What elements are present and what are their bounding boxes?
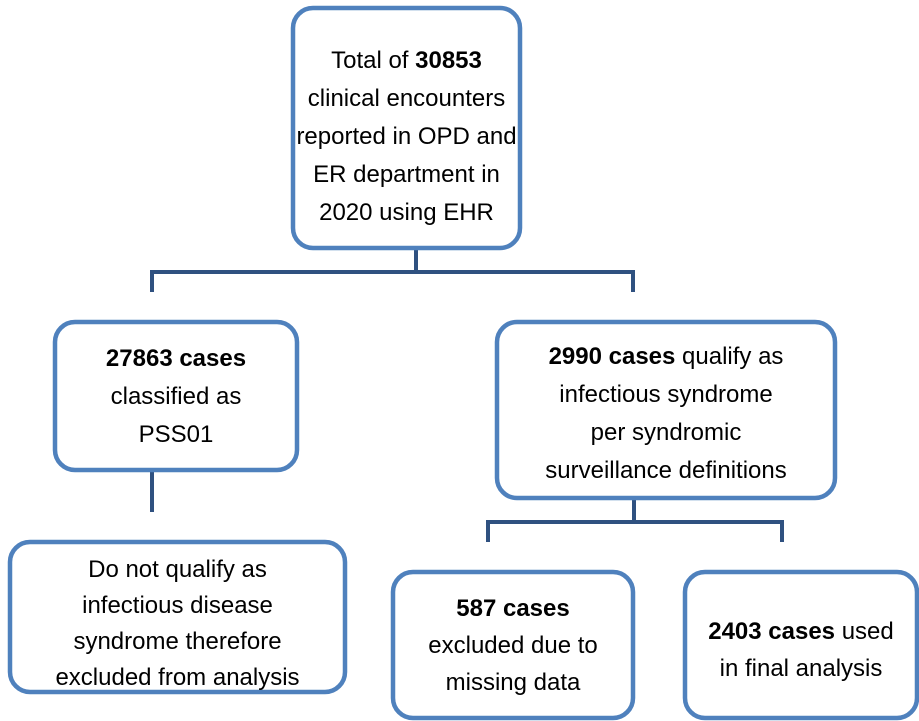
node-text: ER department in <box>313 161 500 188</box>
text-run: 27863 cases <box>106 345 246 372</box>
node-text: infectious syndrome <box>559 381 772 408</box>
text-run: missing data <box>446 669 581 696</box>
node-text: in final analysis <box>720 655 883 682</box>
node-text: per syndromic <box>591 419 742 446</box>
node-box <box>7 539 348 695</box>
node-text: 587 cases <box>456 595 569 622</box>
text-run: qualify as <box>675 343 783 370</box>
node-text: clinical encounters <box>308 85 505 112</box>
node-text: Do not qualify as <box>88 556 267 583</box>
text-run: surveillance definitions <box>545 457 786 484</box>
node-text: reported in OPD and <box>296 123 516 150</box>
text-run: clinical encounters <box>308 85 505 112</box>
node-text: Total of 30853 <box>331 47 482 74</box>
text-run: Do not qualify as <box>88 556 267 583</box>
node: 587 cases excluded due to missing data <box>390 569 636 721</box>
text-run: per syndromic <box>591 419 742 446</box>
text-run: excluded due to <box>428 632 597 659</box>
node-text: 27863 cases <box>106 345 246 372</box>
node-text: classified as <box>111 383 242 410</box>
text-run: reported in OPD and <box>296 123 516 150</box>
text-run: 2990 cases <box>549 343 676 370</box>
text-run: classified as <box>111 383 242 410</box>
text-run: PSS01 <box>139 421 214 448</box>
text-run: syndrome therefore <box>73 628 281 655</box>
text-run: 2403 cases <box>708 618 835 645</box>
node-box <box>682 569 919 721</box>
connectors <box>150 248 784 542</box>
node: Total of 30853 clinical encounters reporte… <box>290 5 523 251</box>
node-box <box>290 5 523 251</box>
node-text: excluded due to <box>428 632 597 659</box>
node-box <box>390 569 636 721</box>
node: Do not qualify as infectious disease syndr… <box>7 539 348 695</box>
node-text: surveillance definitions <box>545 457 786 484</box>
node-box <box>52 319 300 473</box>
node: 2990 cases qualify as infectious syndrome… <box>494 319 838 501</box>
node-text: missing data <box>446 669 581 696</box>
text-run: 587 cases <box>456 595 569 622</box>
node-text: excluded from analysis <box>55 664 299 691</box>
text-run: 30853 <box>415 47 482 74</box>
text-run: Total of <box>331 47 415 74</box>
text-run: excluded from analysis <box>55 664 299 691</box>
node-text: 2990 cases qualify as <box>549 343 784 370</box>
node-text: 2020 using EHR <box>319 199 494 226</box>
text-run: in final analysis <box>720 655 883 682</box>
node: 27863 cases classified as PSS01 <box>52 319 300 473</box>
node-text: PSS01 <box>139 421 214 448</box>
node-text: syndrome therefore <box>73 628 281 655</box>
text-run: ER department in <box>313 161 500 188</box>
node-box <box>494 319 838 501</box>
text-run: 2020 using EHR <box>319 199 494 226</box>
node: 2403 cases used in final analysis <box>682 569 919 721</box>
text-run: infectious disease <box>82 592 273 619</box>
node-text: 2403 cases used <box>708 618 894 645</box>
node-text: infectious disease <box>82 592 273 619</box>
text-run: used <box>835 618 894 645</box>
text-run: infectious syndrome <box>559 381 772 408</box>
